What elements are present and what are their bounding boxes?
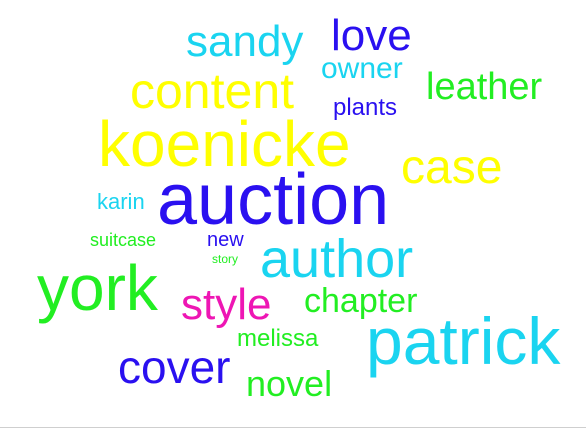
word-suitcase: suitcase <box>90 230 157 250</box>
word-case: case <box>401 141 503 194</box>
word-story: story <box>212 252 239 266</box>
word-koenicke: koenicke <box>98 108 351 180</box>
word-new: new <box>207 229 244 251</box>
word-melissa: melissa <box>237 325 319 352</box>
word-owner: owner <box>321 52 403 85</box>
word-patrick: patrick <box>366 304 561 378</box>
word-york: york <box>37 252 158 324</box>
word-chapter: chapter <box>304 282 418 320</box>
word-karin: karin <box>97 189 145 214</box>
word-love: love <box>331 11 412 60</box>
bottom-divider <box>0 427 586 428</box>
word-style: style <box>181 280 272 329</box>
word-plants: plants <box>333 94 398 121</box>
word-auction: auction <box>157 160 390 240</box>
word-author: author <box>260 229 414 289</box>
word-content: content <box>130 63 295 119</box>
word-sandy: sandy <box>186 17 304 66</box>
word-cloud: sandy love owner content leather plants … <box>37 11 561 404</box>
word-leather: leather <box>426 66 543 108</box>
word-cover: cover <box>118 341 231 393</box>
word-novel: novel <box>246 363 333 404</box>
